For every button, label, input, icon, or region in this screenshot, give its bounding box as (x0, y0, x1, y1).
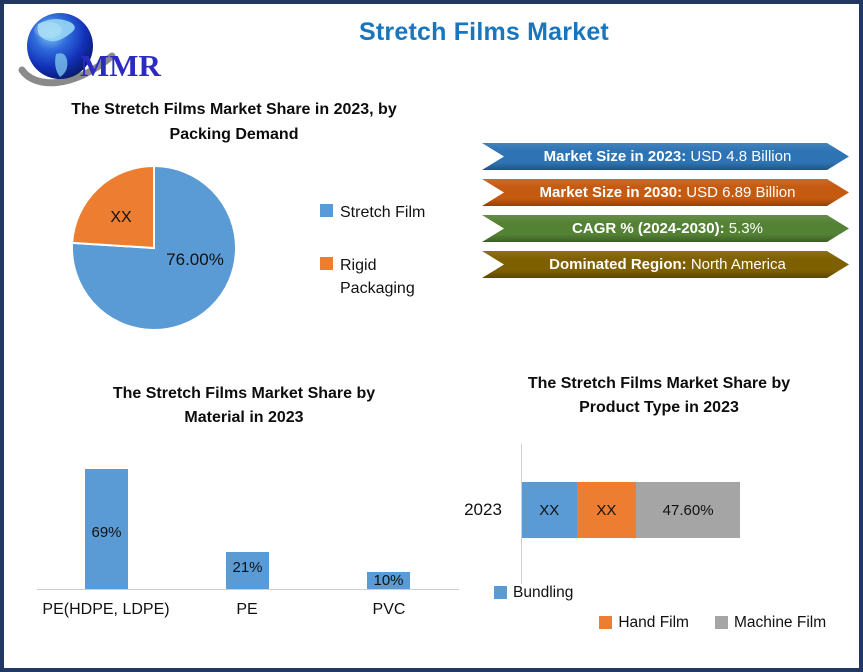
banner-value: USD 4.8 Billion (690, 148, 792, 165)
globe-logo-graphic: MMR (18, 13, 162, 87)
banner-label: Market Size in 2030: (539, 184, 683, 201)
bar-pvc: 10% (367, 572, 410, 589)
banner-value: North America (690, 256, 786, 273)
legend-item-hand-film: Hand Film (599, 614, 689, 632)
pie-chart-title: The Stretch Films Market Share in 2023, … (71, 101, 397, 143)
banner-value: 5.3% (728, 220, 763, 237)
banner-market-size-2023: Market Size in 2023: USD 4.8 Billion (482, 143, 849, 170)
legend-label: Stretch Film (340, 204, 426, 221)
segment-hand-film: XX (576, 482, 637, 538)
year-label: 2023 (464, 500, 502, 519)
legend-item-stretch-film: Stretch Film (320, 201, 432, 224)
pie-legend: Stretch Film Rigid Packaging (320, 201, 432, 301)
product-type-axis-line (521, 444, 522, 584)
segment-data-label: XX (596, 501, 617, 519)
bar-data-label: 69% (91, 524, 122, 541)
legend-label: Hand Film (618, 614, 689, 631)
bar-pe-hdpe-ldpe: 69% (85, 469, 128, 589)
category-label-pvc: PVC (372, 601, 406, 618)
banner-cagr: CAGR % (2024-2030): 5.3% (482, 215, 849, 242)
bundling-swatch-icon (494, 586, 507, 599)
banner-label: Dominated Region: (549, 256, 687, 273)
segment-data-label: XX (539, 501, 560, 519)
product-type-legend: Bundling Hand Film Machine Film (494, 584, 826, 632)
banner-market-size-2030: Market Size in 2030: USD 6.89 Billion (482, 179, 849, 206)
legend-item-bundling: Bundling (494, 584, 573, 632)
hand-film-swatch-icon (599, 616, 613, 629)
stat-banners: Market Size in 2023: USD 4.8 Billion Mar… (482, 143, 849, 287)
machine-film-swatch-icon (714, 616, 728, 629)
legend-label: Machine Film (733, 614, 827, 631)
banner-dominated-region: Dominated Region: North America (482, 251, 849, 278)
material-chart-title: The Stretch Films Market Share by Materi… (112, 385, 376, 426)
pie-slice-rigid-packaging (71, 164, 155, 250)
segment-data-label: 47.60% (662, 501, 714, 519)
category-label-pe: PE (236, 601, 258, 618)
segment-machine-film: 47.60% (636, 482, 740, 538)
bar-pe: 21% (226, 552, 269, 589)
pie-data-label-rigid-packaging: XX (110, 209, 132, 226)
rigid-packaging-swatch-icon (320, 257, 333, 271)
banner-label: CAGR % (2024-2030): (572, 220, 725, 237)
pie-data-label-stretch-film: 76.00% (166, 250, 224, 269)
material-chart-baseline (37, 589, 459, 590)
legend-item-machine-film: Machine Film (714, 614, 827, 632)
bar-data-label: 21% (232, 559, 263, 576)
logo-swoosh (18, 52, 116, 87)
segment-bundling: XX (522, 482, 577, 538)
category-label-pe-hdpe-ldpe: PE(HDPE, LDPE) (42, 601, 170, 618)
legend-label: Bundling (513, 584, 574, 601)
banner-label: Market Size in 2023: (543, 148, 687, 165)
legend-label: Rigid Packaging (340, 257, 415, 298)
stacked-bar-2023: XX XX 47.60% (522, 482, 740, 538)
product-type-chart-title: The Stretch Films Market Share by Produc… (527, 375, 791, 416)
bar-data-label: 10% (373, 572, 404, 589)
legend-item-rigid-packaging: Rigid Packaging (320, 254, 432, 300)
stretch-film-swatch-icon (320, 204, 333, 217)
pie-chart (68, 162, 240, 334)
banner-value: USD 6.89 Billion (686, 184, 796, 201)
logo-text: MMR (80, 48, 162, 83)
page-title: Stretch Films Market (359, 18, 609, 46)
mmr-logo: MMR (14, 8, 194, 92)
